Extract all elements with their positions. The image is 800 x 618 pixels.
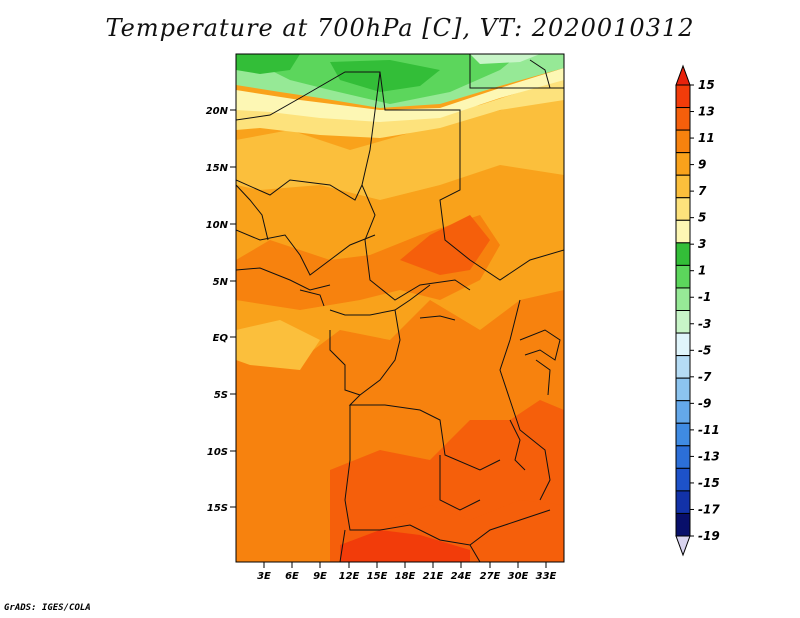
colorbar-label: -9 bbox=[698, 396, 711, 410]
colorbar-swatch bbox=[675, 400, 691, 424]
colorbar-label: -3 bbox=[698, 317, 711, 331]
colorbar-label: -11 bbox=[698, 423, 720, 437]
grads-credit: GrADS: IGES/COLA bbox=[4, 603, 91, 613]
lat-tick-label: 5S bbox=[214, 390, 228, 401]
colorbar-swatch bbox=[675, 174, 691, 199]
map-title: Temperature at 700hPa [C], VT: 202001031… bbox=[105, 14, 695, 42]
colorbar-label: 15 bbox=[698, 78, 715, 92]
colorbar-label: 9 bbox=[698, 158, 706, 172]
lat-tick-label: 10N bbox=[206, 220, 229, 231]
lon-tick-label: 30E bbox=[508, 571, 529, 582]
colorbar-swatch bbox=[675, 129, 691, 154]
colorbar-swatch bbox=[675, 219, 691, 244]
colorbar-label: -5 bbox=[698, 343, 711, 357]
colorbar-swatch bbox=[675, 512, 691, 537]
lat-tick-label: 20N bbox=[206, 106, 229, 117]
lon-tick-label: 3E bbox=[257, 571, 271, 582]
lon-tick-label: 6E bbox=[285, 571, 299, 582]
colorbar-swatch bbox=[675, 377, 691, 402]
colorbar-swatch bbox=[675, 310, 691, 334]
lon-tick-label: 9E bbox=[313, 571, 327, 582]
colorbar-label: -15 bbox=[698, 476, 720, 490]
colorbar-swatch bbox=[675, 264, 691, 289]
colorbar-label: 7 bbox=[698, 184, 707, 198]
colorbar-swatch bbox=[675, 242, 691, 266]
colorbar-label: -13 bbox=[698, 449, 720, 463]
lon-tick-label: 12E bbox=[339, 571, 360, 582]
colorbar-label: 11 bbox=[698, 131, 715, 145]
colorbar-swatch bbox=[675, 332, 691, 357]
colorbar-label: -7 bbox=[698, 370, 712, 384]
colorbar-swatch bbox=[675, 197, 691, 221]
country-borders bbox=[236, 54, 564, 562]
colorbar-swatch bbox=[675, 535, 691, 557]
colorbar-swatch bbox=[675, 152, 691, 176]
colorbar-swatch bbox=[675, 445, 691, 469]
colorbar-label: 13 bbox=[698, 105, 715, 119]
colorbar-label: -17 bbox=[698, 502, 720, 516]
colorbar: 15 13 11 9 7 5 3 1 -1 -3 -5 -7 -9 -11 -13 -15 -17 -19 bbox=[675, 64, 720, 557]
colorbar-label: 5 bbox=[698, 211, 706, 225]
colorbar-swatch bbox=[675, 107, 691, 131]
lat-tick-label: 5N bbox=[213, 277, 229, 288]
lon-tick-label: 18E bbox=[395, 571, 416, 582]
colorbar-swatch bbox=[675, 84, 691, 109]
lon-tick-label: 24E bbox=[451, 571, 472, 582]
colorbar-swatch bbox=[675, 467, 691, 492]
colorbar-label: -19 bbox=[698, 529, 720, 543]
map-frame bbox=[235, 53, 565, 563]
lat-tick-label: 10S bbox=[207, 447, 228, 458]
lat-tick-label: 15S bbox=[207, 503, 228, 514]
colorbar-label: 3 bbox=[698, 237, 706, 251]
lat-tick-label: 15N bbox=[206, 163, 229, 174]
lon-tick-label: 15E bbox=[367, 571, 388, 582]
lat-axis: 20N 15N 10N 5N EQ 5S 10S 15S bbox=[206, 106, 236, 514]
lat-tick-label: EQ bbox=[213, 333, 229, 344]
colorbar-swatch bbox=[675, 422, 691, 447]
temperature-field bbox=[236, 54, 564, 562]
lon-axis: 3E 6E 9E 12E 15E 18E 21E 24E 27E 30E 33E bbox=[257, 562, 557, 582]
lon-tick-label: 21E bbox=[423, 571, 444, 582]
colorbar-swatch bbox=[675, 64, 691, 86]
colorbar-label: 1 bbox=[698, 264, 706, 278]
colorbar-swatch bbox=[675, 490, 691, 514]
colorbar-swatch bbox=[675, 355, 691, 379]
colorbar-swatch bbox=[675, 287, 691, 312]
lon-tick-label: 33E bbox=[536, 571, 557, 582]
lon-tick-label: 27E bbox=[480, 571, 501, 582]
colorbar-label: -1 bbox=[698, 290, 711, 304]
